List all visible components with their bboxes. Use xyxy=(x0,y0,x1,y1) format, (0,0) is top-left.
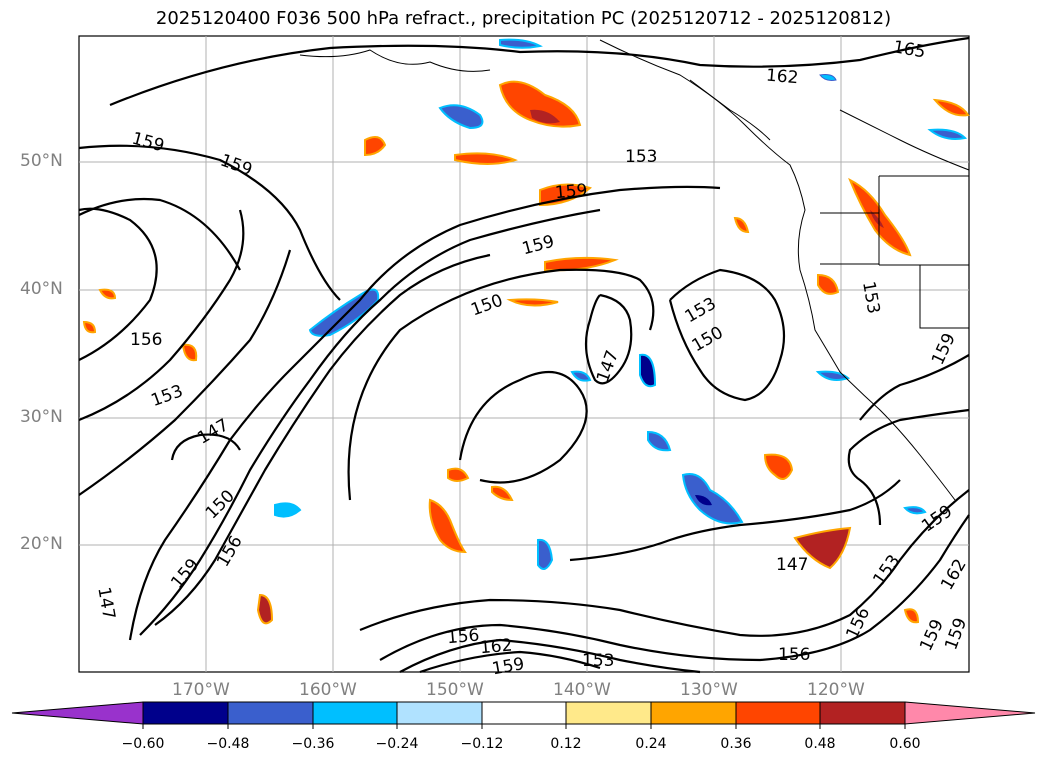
colorbar-tick: 0.60 xyxy=(889,736,921,752)
map-frame xyxy=(78,35,970,673)
contour-label: 156 xyxy=(446,626,480,649)
colorbar-tick: −0.36 xyxy=(291,736,335,752)
colorbar-tick: 0.24 xyxy=(635,736,667,752)
contour-label: 156 xyxy=(778,645,810,665)
refractivity-contours xyxy=(78,36,970,674)
contour-label: 159 xyxy=(490,654,525,679)
contour-label: 153 xyxy=(582,651,614,671)
coastlines xyxy=(299,39,970,501)
lat-label-50n: 50°N xyxy=(20,151,63,171)
contour-label: 147 xyxy=(776,555,808,575)
lon-label-130w: 130°W xyxy=(680,680,738,700)
lon-label-170w: 170°W xyxy=(172,680,230,700)
lon-label-160w: 160°W xyxy=(299,680,357,700)
lat-label-30n: 30°N xyxy=(20,407,63,427)
precip-positive-areas xyxy=(82,80,970,625)
contour-label: 162 xyxy=(765,66,799,89)
colorbar-tick: −0.48 xyxy=(206,736,250,752)
contour-label: 153 xyxy=(625,147,657,167)
lat-label-20n: 20°N xyxy=(20,534,63,554)
colorbar-tick: 0.36 xyxy=(720,736,752,752)
colorbar-tick: −0.12 xyxy=(460,736,504,752)
contour-label: 156 xyxy=(130,330,162,350)
lat-label-40n: 40°N xyxy=(20,279,63,299)
colorbar-tick: −0.24 xyxy=(375,736,419,752)
colorbar-tick: 0.48 xyxy=(804,736,836,752)
lon-label-120w: 120°W xyxy=(807,680,865,700)
map-title: 2025120400 F036 500 hPa refract., precip… xyxy=(155,8,892,29)
contour-label: 162 xyxy=(479,636,513,659)
colorbar-extend-high xyxy=(904,701,1036,725)
colorbar-tick: 0.12 xyxy=(550,736,582,752)
contour-label: 159 xyxy=(554,181,588,204)
precip-negative-areas xyxy=(274,38,968,570)
lon-label-140w: 140°W xyxy=(553,680,611,700)
lon-label-150w: 150°W xyxy=(426,680,484,700)
colorbar-tick: −0.60 xyxy=(121,736,165,752)
colorbar-extend-low xyxy=(11,701,144,725)
colorbar xyxy=(11,701,1036,729)
